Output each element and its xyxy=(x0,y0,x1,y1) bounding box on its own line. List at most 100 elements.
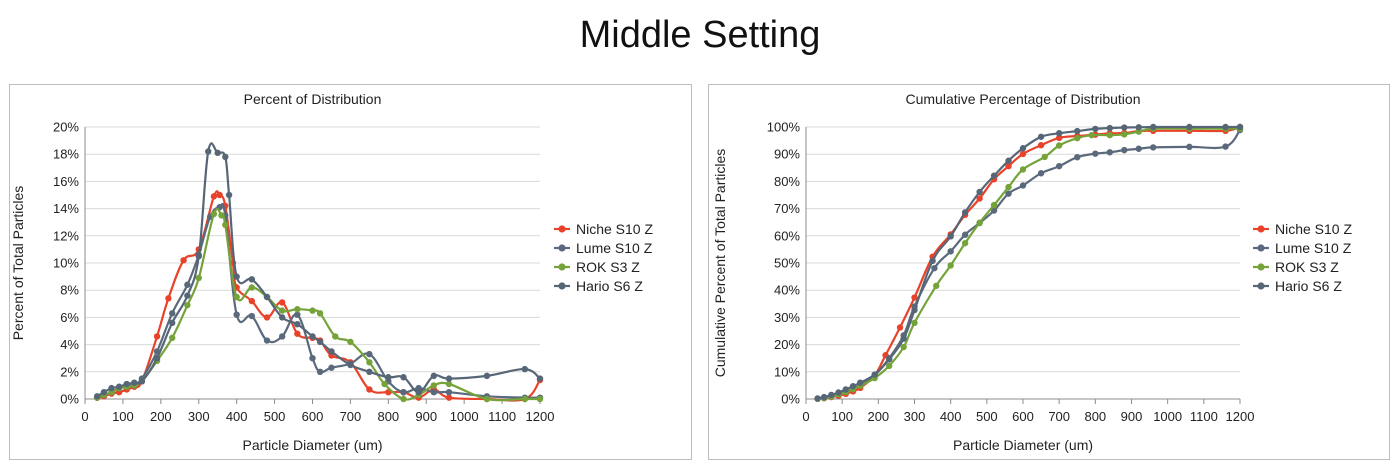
data-point xyxy=(278,333,286,340)
data-point xyxy=(263,337,271,344)
data-point xyxy=(1222,123,1229,131)
data-point xyxy=(1150,144,1157,151)
data-point xyxy=(445,389,453,396)
data-point xyxy=(294,311,301,318)
legend-label: ROK S3 Z xyxy=(1275,259,1339,275)
data-point xyxy=(1121,131,1128,138)
legend-swatch-marker xyxy=(558,244,566,252)
data-point xyxy=(1041,153,1048,161)
data-point xyxy=(216,191,223,199)
page-title: Middle Setting xyxy=(579,14,821,56)
data-point xyxy=(222,153,229,161)
data-point xyxy=(430,382,438,389)
y-tick-label: 90% xyxy=(774,147,800,162)
data-point xyxy=(316,338,324,346)
data-point xyxy=(1055,162,1063,170)
series-line-lume xyxy=(817,129,1241,400)
data-point xyxy=(1005,183,1012,191)
data-point xyxy=(278,307,286,314)
legend-swatch-marker xyxy=(1257,244,1265,252)
y-tick-label: 2% xyxy=(60,364,79,379)
data-point xyxy=(248,276,256,283)
legend-item: Niche S10 Z xyxy=(554,221,653,237)
y-axis-label: Cumulative Percent of Total Particles xyxy=(712,149,728,378)
data-point xyxy=(309,333,316,340)
legend-item: Hario S6 Z xyxy=(554,278,643,294)
x-tick-label: 300 xyxy=(904,409,926,424)
x-tick-label: 100 xyxy=(831,409,853,424)
data-point xyxy=(366,368,373,375)
data-point xyxy=(933,282,940,290)
y-tick-label: 10% xyxy=(774,364,800,379)
x-tick-label: 700 xyxy=(340,409,362,424)
data-point xyxy=(961,209,969,216)
x-tick-label: 300 xyxy=(188,409,210,424)
data-point xyxy=(316,368,324,375)
data-point xyxy=(990,172,998,179)
data-point xyxy=(1074,134,1081,142)
data-point xyxy=(366,350,373,358)
data-point xyxy=(929,257,936,265)
data-point xyxy=(278,314,286,321)
data-point xyxy=(400,374,407,381)
data-point xyxy=(100,389,108,396)
data-point xyxy=(911,294,918,301)
data-point xyxy=(871,371,878,378)
data-point xyxy=(385,374,392,381)
legend-label: Lume S10 Z xyxy=(1275,240,1352,256)
x-tick-label: 600 xyxy=(1012,409,1034,424)
x-tick-label: 1200 xyxy=(1226,409,1255,424)
data-point xyxy=(93,393,101,400)
data-point xyxy=(400,389,407,396)
y-tick-label: 10% xyxy=(53,256,79,271)
x-tick-label: 600 xyxy=(302,409,324,424)
y-tick-label: 18% xyxy=(53,147,79,162)
data-point xyxy=(233,273,240,280)
data-point xyxy=(347,361,354,369)
data-point xyxy=(347,338,354,346)
data-point xyxy=(911,319,918,327)
distribution-chart: Percent of Distribution 0% 2% 4% 6% 8% 10% 12% 1… xyxy=(10,91,653,453)
data-point xyxy=(138,378,146,385)
data-point xyxy=(294,306,301,313)
data-point xyxy=(1106,131,1113,139)
legend-swatch-marker xyxy=(1257,225,1265,233)
data-point xyxy=(900,343,907,351)
series-line-lume xyxy=(96,202,541,399)
data-point xyxy=(131,379,138,386)
x-tick-label: 200 xyxy=(150,409,172,424)
legend-item: ROK S3 Z xyxy=(1253,259,1339,275)
x-tick-label: 1000 xyxy=(1153,409,1182,424)
data-point xyxy=(961,239,969,247)
data-point xyxy=(1005,162,1012,170)
y-tick-label: 70% xyxy=(774,201,800,216)
y-tick-label: 4% xyxy=(60,337,79,352)
x-tick-label: 900 xyxy=(1121,409,1143,424)
data-point xyxy=(1074,127,1081,135)
data-point xyxy=(309,307,316,314)
data-point xyxy=(415,389,422,396)
data-point xyxy=(278,299,286,306)
data-point xyxy=(294,321,301,328)
x-tick-label: 1200 xyxy=(526,409,555,424)
data-point xyxy=(1019,150,1027,158)
y-tick-label: 80% xyxy=(774,174,800,189)
data-point xyxy=(814,395,821,402)
data-point xyxy=(195,253,202,260)
data-point xyxy=(483,372,491,380)
x-tick-label: 700 xyxy=(1048,409,1070,424)
data-point xyxy=(1106,124,1113,132)
legend-swatch-marker xyxy=(1257,263,1265,271)
data-point xyxy=(184,292,191,299)
data-point xyxy=(316,310,324,317)
x-axis-label: Particle Diameter (um) xyxy=(953,437,1093,453)
data-point xyxy=(947,248,954,255)
data-point xyxy=(214,149,221,157)
legend-item: Niche S10 Z xyxy=(1253,221,1352,237)
data-point xyxy=(218,212,225,219)
data-point xyxy=(1019,182,1027,189)
data-point xyxy=(976,195,983,202)
data-point xyxy=(885,362,893,370)
x-axis-label: Particle Diameter (um) xyxy=(242,437,382,453)
x-tick-label: 900 xyxy=(415,409,437,424)
